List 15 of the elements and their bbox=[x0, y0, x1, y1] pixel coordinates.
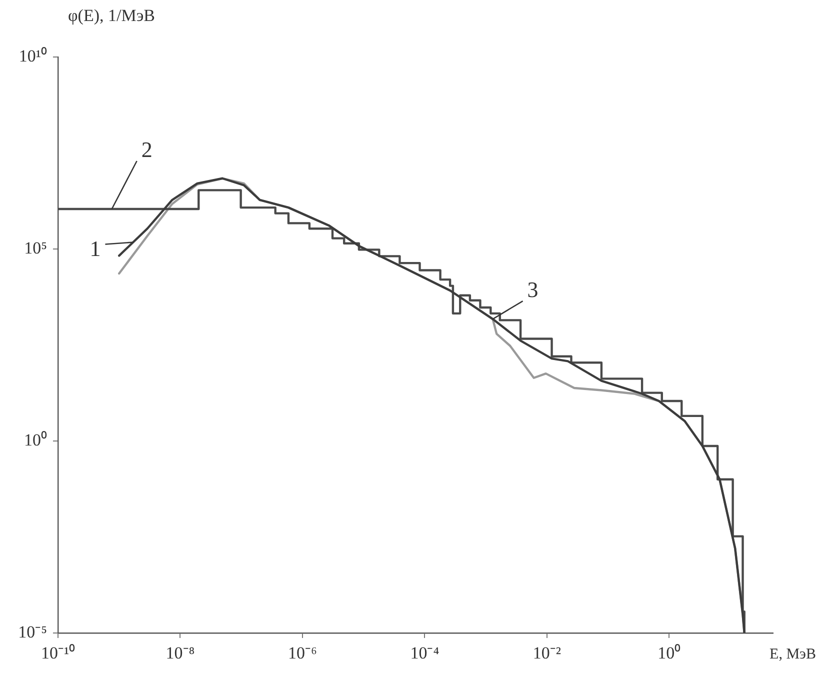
x-tick-label: 10⁻² bbox=[532, 644, 561, 663]
x-tick-label: 10⁻⁴ bbox=[410, 644, 440, 663]
y-tick-label: 10⁵ bbox=[24, 238, 48, 258]
annotation: 2 bbox=[141, 136, 152, 162]
annotation: 3 bbox=[527, 276, 538, 302]
x-axis-title: E, МэВ bbox=[770, 646, 816, 662]
x-tick-label: 10⁻⁶ bbox=[288, 644, 317, 663]
y-axis-title: φ(E), 1/МэВ bbox=[68, 6, 155, 25]
y-tick-label: 10¹⁰ bbox=[18, 46, 47, 66]
x-tick-label: 10⁰ bbox=[658, 644, 681, 663]
annotation: 1 bbox=[90, 236, 101, 262]
x-tick-label: 10⁻⁸ bbox=[166, 644, 195, 663]
x-tick-label: 10⁻¹⁰ bbox=[40, 644, 76, 663]
y-tick-label: 10⁻⁵ bbox=[18, 622, 48, 642]
y-tick-label: 10⁰ bbox=[24, 430, 47, 450]
